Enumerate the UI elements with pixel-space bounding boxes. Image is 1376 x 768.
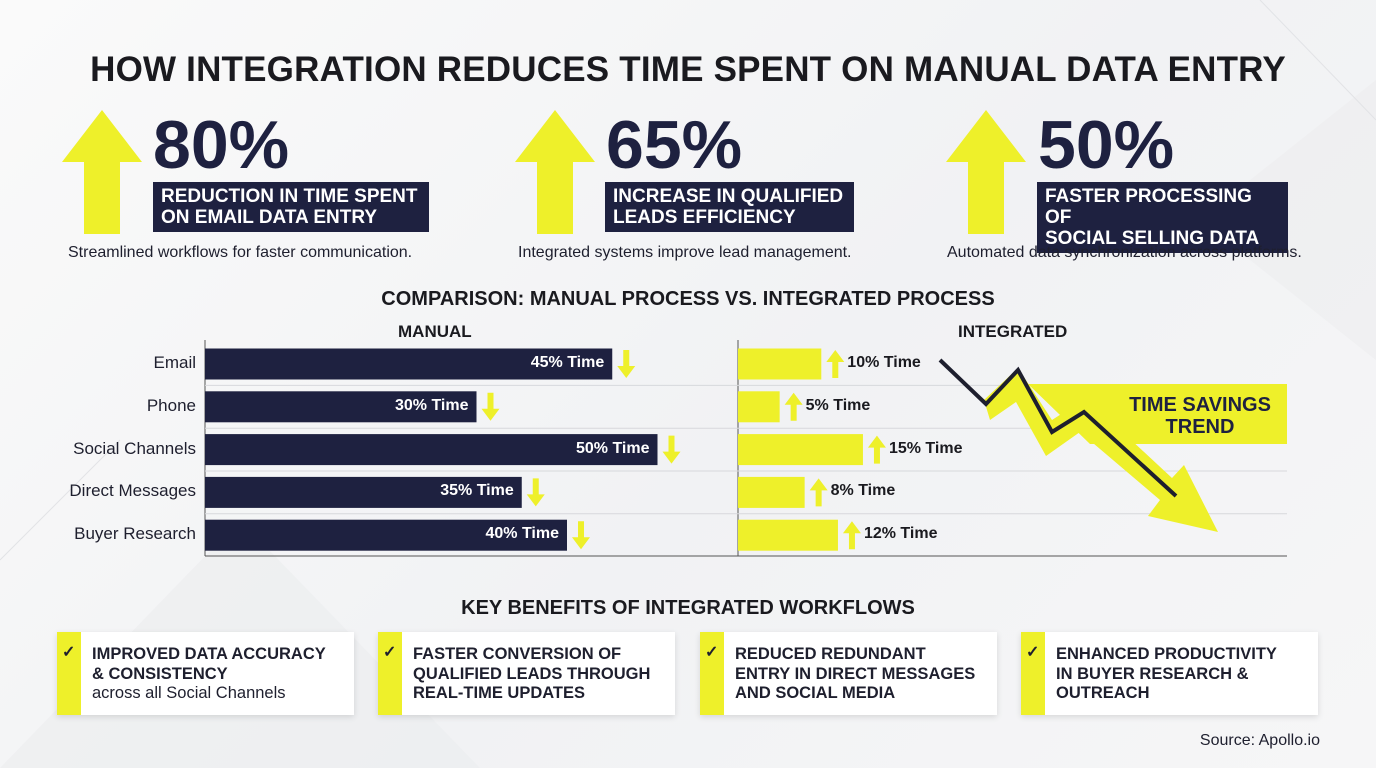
integrated-bar [738,476,805,508]
integrated-bar-label: 15% Time [888,439,963,457]
down-arrow-icon [481,392,500,421]
kpi-2-up-arrow-icon [515,110,595,234]
trend-line [938,358,1178,498]
check-icon: ✓ [383,644,397,661]
integrated-column-header: INTEGRATED [958,322,1068,341]
manual-bar [205,391,477,423]
manual-column-header: MANUAL [398,322,472,341]
kpi-2-label: INCREASE IN QUALIFIED LEADS EFFICIENCY [605,182,854,232]
integrated-bar [738,348,822,380]
category-label: Buyer Research [74,524,196,544]
up-arrow-icon [826,350,845,378]
chart-title: COMPARISON: MANUAL PROCESS VS. INTEGRATE… [381,288,995,310]
benefit-card-text: IMPROVED DATA ACCURACY & CONSISTENCY acr… [92,645,347,704]
integrated-bar-label: 5% Time [805,396,871,414]
source-note: Source: Apollo.io [1199,732,1320,749]
kpi-3-up-arrow-icon [946,110,1026,234]
check-icon: ✓ [705,644,719,661]
manual-bar [205,476,522,508]
trend-arrow-shape [984,368,1218,532]
manual-bar-label: 50% Time [575,439,650,457]
kpi-2-value: 65% [606,107,743,183]
check-icon: ✓ [1026,644,1040,661]
page-title: HOW INTEGRATION REDUCES TIME SPENT ON MA… [90,50,1286,89]
benefit-card-2: ✓ FASTER CONVERSION OF QUALIFIED LEADS T… [378,632,675,715]
category-label: Social Channels [73,438,196,458]
benefit-card-stripe [1021,632,1045,715]
integrated-bar [738,519,838,551]
manual-bar-label: 45% Time [530,354,605,371]
up-arrow-icon [842,521,861,550]
benefit-2-bold-text: FASTER CONVERSION OF QUALIFIED LEADS THR… [413,645,651,702]
category-label: Email [153,353,196,372]
category-label: Direct Messages [69,481,196,501]
kpi-1-value: 80% [153,107,290,183]
up-arrow-icon [867,435,886,464]
up-arrow-icon [809,478,828,507]
benefit-1-normal-text: across all Social Channels [92,684,286,702]
benefit-card-text: ENHANCED PRODUCTIVITY IN BUYER RESEARCH … [1056,645,1311,704]
benefits-title: KEY BENEFITS OF INTEGRATED WORKFLOWS [461,597,915,619]
benefit-card-stripe [700,632,724,715]
benefit-card-1: ✓ IMPROVED DATA ACCURACY & CONSISTENCY a… [57,632,354,715]
manual-bar-label: 35% Time [440,482,514,500]
manual-bar [205,348,613,380]
benefit-3-bold-text: REDUCED REDUNDANT ENTRY IN DIRECT MESSAG… [735,645,976,702]
benefit-1-bold-text: IMPROVED DATA ACCURACY & CONSISTENCY [92,645,326,683]
integrated-bar-label: 8% Time [830,482,896,500]
kpi-3-label: FASTER PROCESSING OF SOCIAL SELLING DATA [1037,182,1288,253]
category-label: Phone [146,395,196,415]
down-arrow-icon [662,435,681,464]
down-arrow-icon [572,521,590,550]
kpi-1-up-arrow-icon [62,110,142,234]
down-arrow-icon [617,350,636,378]
manual-bar-label: 40% Time [485,525,559,543]
integrated-bar [738,434,863,466]
kpi-3-description: Automated data synchronization across pl… [947,244,1302,261]
time-savings-trend-label: TIME SAVINGS TREND [1129,394,1271,438]
integrated-bar-label: 10% Time [847,354,921,371]
up-arrow-icon [784,392,803,421]
down-arrow-icon [526,478,545,507]
benefit-card-text: REDUCED REDUNDANT ENTRY IN DIRECT MESSAG… [735,645,990,704]
benefit-card-3: ✓ REDUCED REDUNDANT ENTRY IN DIRECT MESS… [700,632,997,715]
manual-bar-label: 30% Time [394,396,469,414]
manual-bar [205,434,658,466]
check-icon: ✓ [62,644,76,661]
kpi-1-label: REDUCTION IN TIME SPENT ON EMAIL DATA EN… [153,182,429,232]
benefit-4-bold-text: ENHANCED PRODUCTIVITY IN BUYER RESEARCH … [1056,645,1277,702]
integrated-bar [738,391,780,423]
kpi-2-description: Integrated systems improve lead manageme… [518,244,852,261]
benefit-card-text: FASTER CONVERSION OF QUALIFIED LEADS THR… [413,645,668,704]
kpi-1-description: Streamlined workflows for faster communi… [68,244,413,261]
manual-bar [205,519,567,551]
benefit-card-stripe [57,632,81,715]
time-savings-trend-arrow [938,358,1287,532]
kpi-3-value: 50% [1038,107,1175,183]
integrated-bar-label: 12% Time [863,525,938,543]
benefit-card-4: ✓ ENHANCED PRODUCTIVITY IN BUYER RESEARC… [1021,632,1318,715]
benefit-card-stripe [378,632,402,715]
